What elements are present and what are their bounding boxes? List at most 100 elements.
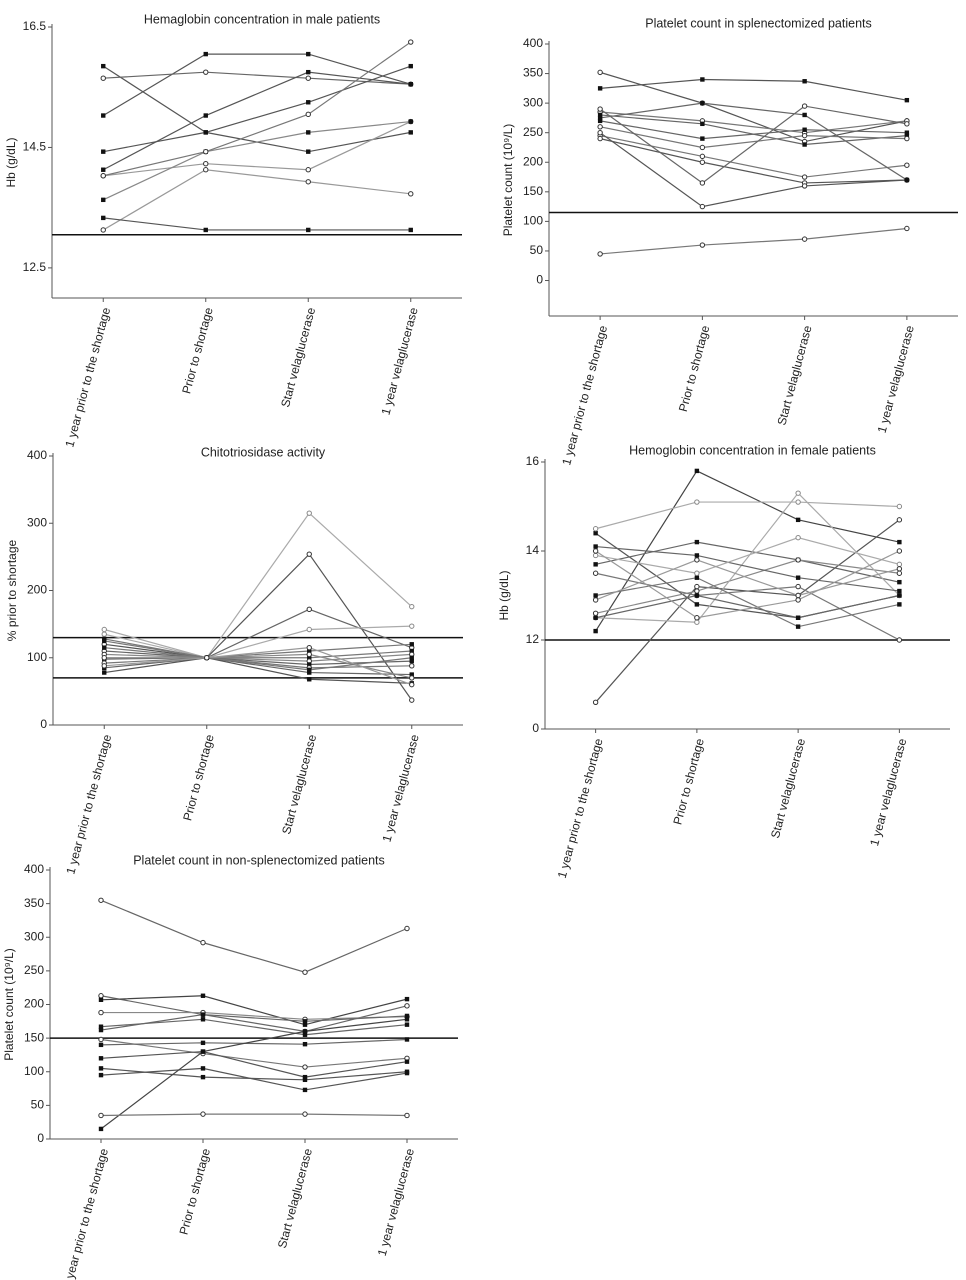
data-point — [897, 602, 902, 607]
data-point — [904, 162, 910, 168]
series-line — [600, 227, 907, 255]
series-line — [600, 78, 907, 101]
series-line — [104, 653, 412, 662]
data-point — [795, 615, 801, 620]
y-tick-label: 0 — [37, 1131, 44, 1145]
series-line — [600, 111, 907, 134]
y-tick-label: 100 — [27, 650, 47, 664]
y-tick-label: 100 — [24, 1064, 44, 1078]
y-tick-label: 400 — [24, 862, 44, 876]
data-point — [409, 623, 415, 629]
data-point — [101, 197, 106, 203]
y-tick-label: 200 — [27, 583, 47, 597]
series-line — [103, 41, 412, 177]
data-point — [404, 1013, 410, 1019]
data-point — [102, 670, 107, 675]
data-point — [700, 77, 705, 82]
chart-panel: Hemoglobin concentration in female patie… — [497, 443, 950, 880]
series-line — [104, 608, 412, 659]
chart-panel: Chitotriosidase activity % prior to short… — [5, 445, 463, 876]
data-point — [306, 227, 311, 233]
data-point — [699, 203, 706, 210]
data-point — [408, 130, 413, 135]
y-tick-label: 350 — [523, 66, 543, 80]
series-line — [595, 545, 900, 592]
y-axis-label: Hb (g/dL) — [497, 570, 511, 620]
data-point — [404, 1070, 410, 1076]
chart-title: Platelet count in splenectomized patient… — [645, 16, 872, 30]
data-point — [101, 655, 107, 661]
data-point — [700, 100, 705, 106]
series-line — [100, 1038, 408, 1046]
data-point — [404, 1059, 410, 1064]
data-point — [896, 548, 903, 554]
data-point — [694, 583, 700, 590]
data-point — [694, 593, 700, 598]
data-point — [795, 592, 801, 599]
data-point — [305, 179, 311, 185]
data-point — [409, 642, 414, 647]
series-line — [100, 1018, 408, 1036]
series-line — [104, 553, 413, 701]
data-point — [98, 1024, 104, 1029]
chart-panel: Platelet count in splenectomized patient… — [501, 16, 958, 467]
y-axis-label: % prior to shortage — [5, 539, 19, 641]
data-point — [302, 1019, 308, 1024]
data-point — [699, 242, 706, 248]
data-point — [302, 1022, 308, 1027]
data-point — [897, 539, 902, 545]
data-point — [597, 251, 603, 257]
data-point — [306, 69, 311, 75]
x-tick-label: Prior to shortage — [176, 1147, 213, 1237]
data-point — [307, 670, 312, 675]
series-line — [600, 126, 907, 149]
data-point — [98, 1036, 104, 1043]
series-line — [103, 217, 411, 231]
series-line — [102, 169, 411, 231]
series-line — [595, 541, 900, 583]
data-point — [408, 191, 414, 197]
data-point — [100, 227, 106, 233]
data-point — [592, 526, 599, 532]
data-point — [101, 167, 106, 172]
data-point — [699, 180, 706, 186]
x-tick-label: Start velaglucerase — [278, 306, 318, 409]
data-point — [302, 1087, 308, 1093]
data-point — [592, 570, 599, 576]
series-line — [100, 1013, 408, 1031]
data-point — [597, 135, 603, 142]
data-point — [306, 130, 311, 135]
data-point — [896, 570, 903, 576]
data-point — [795, 499, 801, 505]
chart-title: Hemaglobin concentration in male patient… — [144, 12, 380, 26]
data-point — [593, 628, 598, 634]
data-point — [98, 1112, 104, 1119]
data-point — [592, 610, 599, 616]
data-point — [700, 121, 705, 127]
data-point — [306, 651, 312, 658]
series-line — [104, 657, 412, 676]
y-tick-label: 300 — [27, 515, 47, 529]
series-line — [104, 657, 412, 666]
data-point — [302, 1077, 308, 1083]
x-tick-label: Prior to shortage — [676, 324, 713, 414]
data-point — [694, 575, 700, 580]
series-line — [100, 1113, 408, 1117]
y-tick-label: 400 — [523, 36, 543, 50]
data-point — [593, 562, 598, 567]
data-point — [98, 897, 104, 903]
chart-panel: Hemaglobin concentration in male patient… — [4, 12, 462, 449]
data-point — [102, 638, 107, 644]
y-tick-label: 16.5 — [23, 19, 47, 33]
data-point — [795, 534, 801, 541]
data-point — [795, 575, 801, 580]
data-point — [597, 106, 603, 112]
series-line — [104, 657, 412, 684]
x-tick-label: 1 year prior to the shortage — [559, 324, 610, 467]
data-point — [896, 566, 903, 572]
data-point — [302, 969, 308, 975]
y-tick-label: 0 — [536, 273, 543, 287]
data-point — [592, 597, 599, 603]
series-line — [102, 120, 411, 201]
